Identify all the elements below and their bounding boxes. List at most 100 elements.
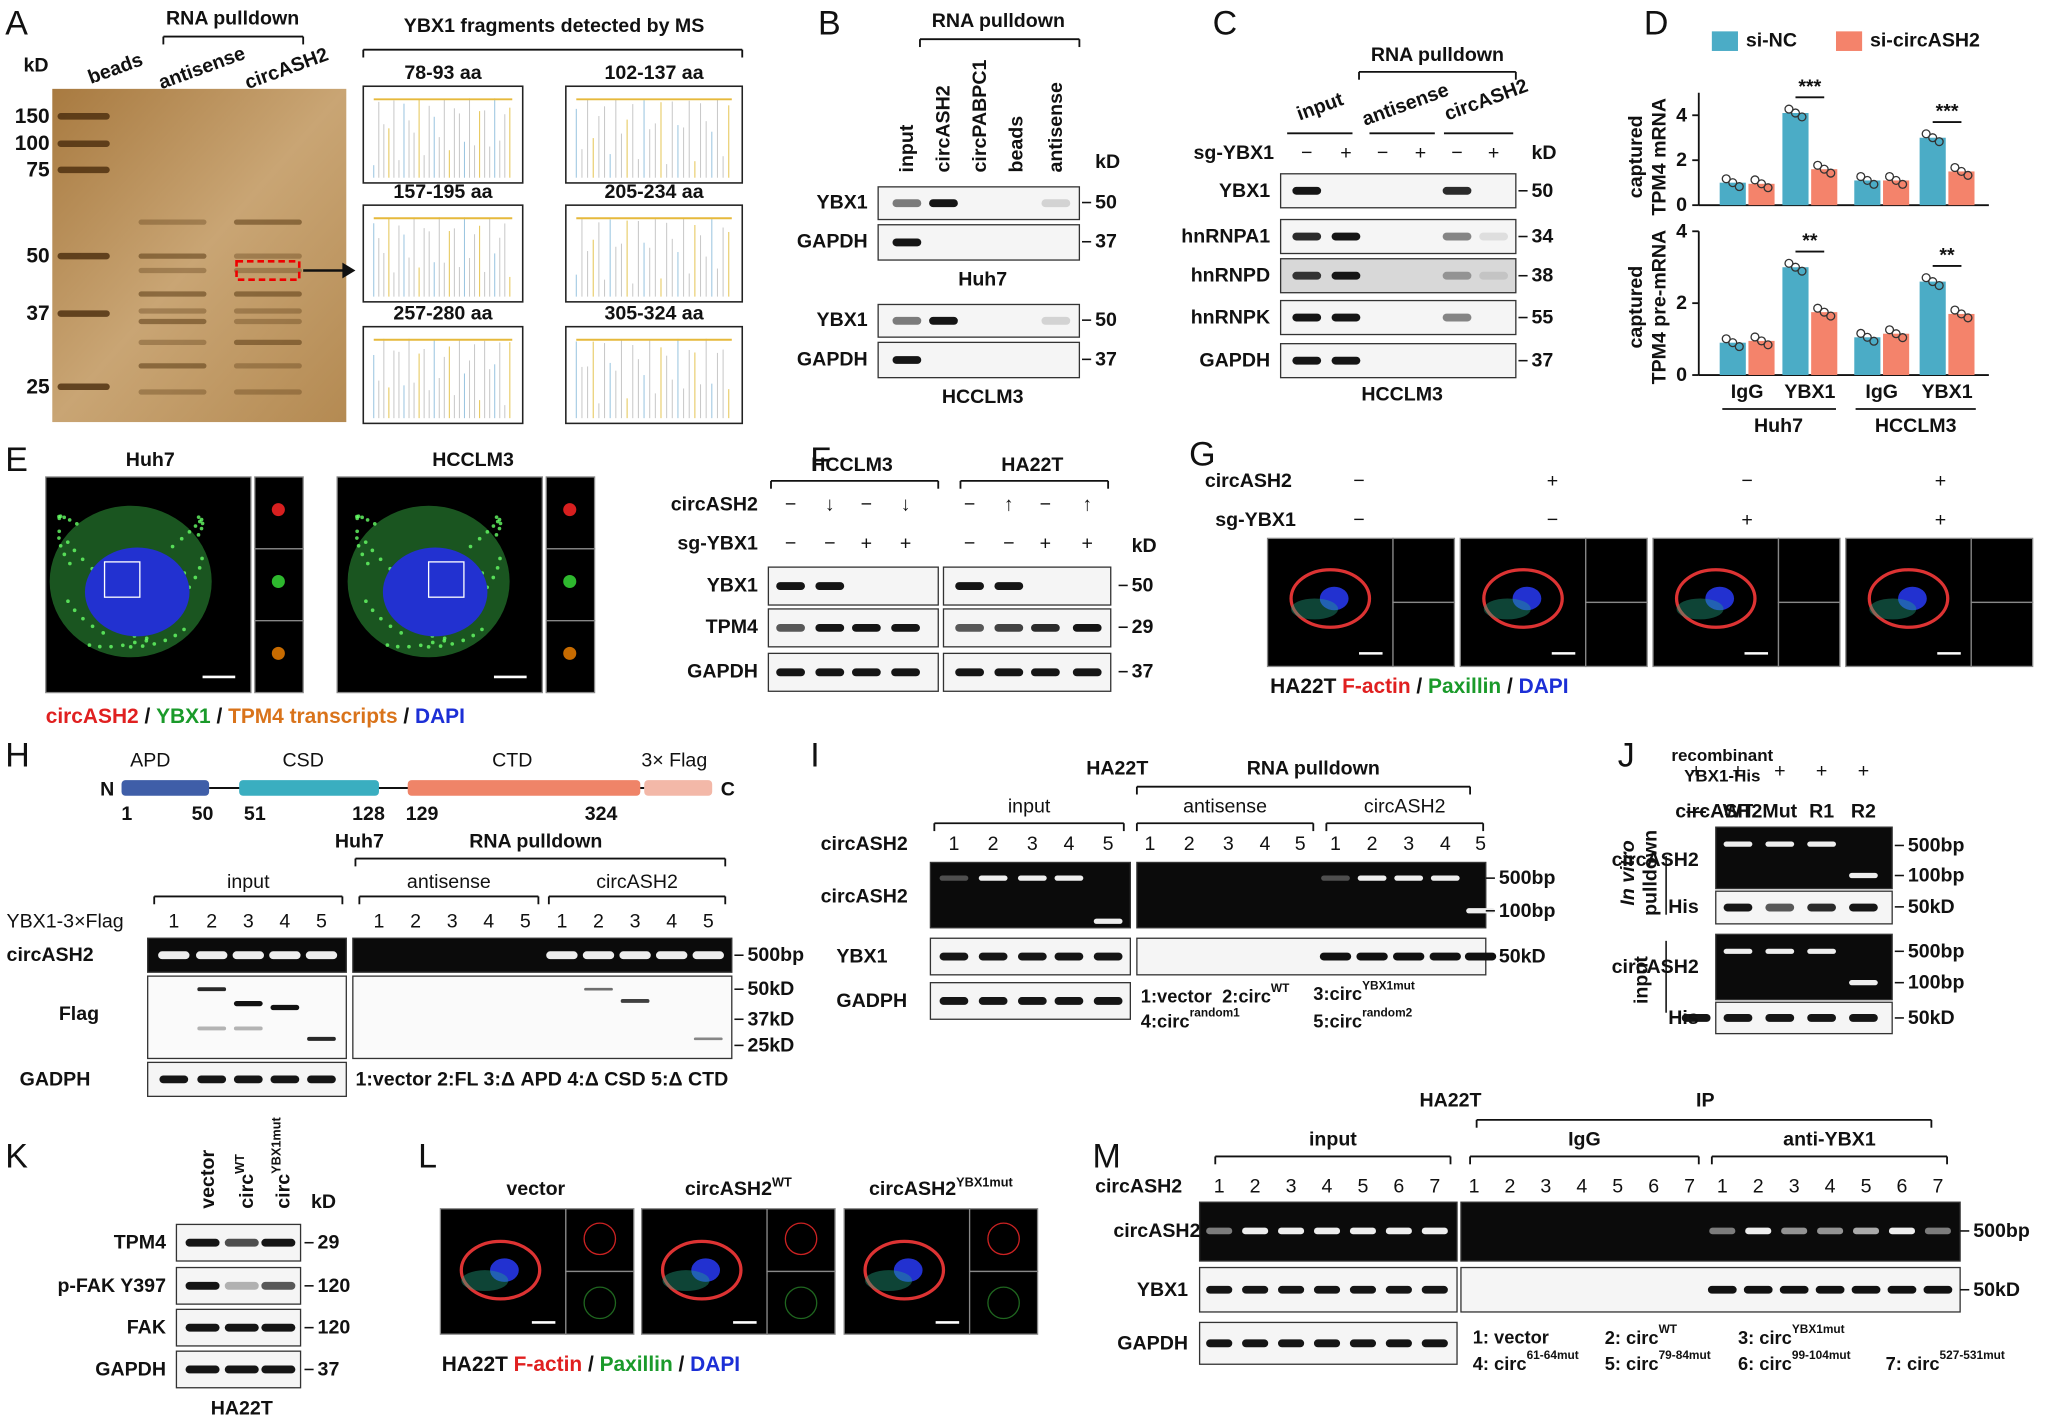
band [1278, 1285, 1305, 1294]
label: vector [197, 1150, 219, 1209]
cell [1289, 568, 1372, 629]
band [1849, 903, 1878, 912]
label: circASH2 [1205, 470, 1292, 492]
bar [1854, 337, 1881, 376]
speckle [62, 515, 67, 520]
superscript: WT [232, 1154, 247, 1174]
speckle [438, 644, 443, 648]
speckle [72, 608, 77, 613]
band [584, 987, 613, 991]
label: pulldown [1639, 830, 1661, 916]
band [185, 1238, 220, 1247]
nucleus [1319, 586, 1349, 611]
inset [1392, 601, 1456, 668]
speckle [58, 514, 63, 519]
label: 500bp [1499, 867, 1556, 889]
band [1765, 1014, 1795, 1022]
domain [407, 780, 641, 796]
signal [563, 646, 577, 660]
speckle [182, 627, 186, 632]
text-part: 2: circ [1605, 1326, 1659, 1347]
band [1313, 1227, 1341, 1235]
band [233, 363, 302, 369]
label: 100bp [1908, 972, 1965, 994]
label: 7: circ527-531mut [1886, 1348, 2005, 1373]
replicate-dot [1826, 168, 1836, 178]
signal [583, 1222, 617, 1256]
label: 4: circ61-64mut [1473, 1348, 1579, 1373]
label: input [1294, 88, 1347, 125]
label: 3: circYBX1mut [1738, 1322, 1845, 1347]
band [1093, 918, 1123, 924]
speckle [199, 526, 204, 531]
replicate-dot [1862, 175, 1872, 186]
label: TPM4 [706, 616, 758, 638]
speckle [388, 624, 393, 629]
band [233, 308, 302, 314]
speckle [179, 536, 184, 541]
bar [1782, 267, 1809, 376]
label: beads [85, 49, 146, 89]
label: Mut [1762, 800, 1797, 822]
speckle [193, 524, 198, 528]
band [159, 1075, 189, 1084]
label: 4 [1063, 833, 1074, 855]
label: 500bp [1908, 940, 1965, 962]
panel-letter: L [418, 1137, 437, 1175]
inset [1970, 601, 2034, 668]
label: 38 [1532, 265, 1554, 287]
speckle [170, 544, 175, 549]
label: 75 [26, 158, 50, 181]
label: p-FAK Y397 [57, 1275, 166, 1297]
speckle [360, 515, 364, 520]
gel [1715, 826, 1893, 890]
band [1707, 1285, 1737, 1294]
label: 5 [316, 910, 327, 932]
speckle [364, 599, 368, 604]
inset [766, 1208, 836, 1273]
caption-part: DAPI [690, 1353, 740, 1376]
label: HA22T [1419, 1089, 1481, 1111]
band [197, 987, 227, 992]
replicate-dot [1750, 175, 1760, 185]
band [1421, 1285, 1448, 1294]
nucleus [84, 547, 190, 637]
band [138, 308, 207, 314]
speckle [68, 561, 72, 566]
label: sg-YBX1 [1215, 509, 1296, 531]
inset [565, 1270, 635, 1335]
bar [1948, 171, 1975, 206]
band [815, 623, 845, 632]
label: circASH2 [1095, 1176, 1182, 1198]
speckle [395, 644, 400, 649]
label: 3 [630, 910, 641, 932]
label: 4 [1825, 1176, 1836, 1198]
label: 100bp [1908, 865, 1965, 887]
label: circASH2 [1675, 800, 1762, 822]
replicate-dot [1928, 133, 1938, 143]
label: 5 [1103, 833, 1114, 855]
speckle [65, 540, 70, 544]
band [815, 582, 845, 590]
label: 37 [26, 302, 49, 325]
band [1442, 186, 1472, 195]
label: 2 [1753, 1176, 1764, 1198]
band [138, 291, 207, 297]
label: + [1774, 760, 1785, 782]
label: ↓ [901, 493, 911, 515]
band [1887, 1285, 1917, 1294]
label: His [1668, 896, 1699, 918]
caption-part: HA22T [1270, 675, 1342, 698]
band [233, 219, 302, 225]
caption-part: / [673, 1353, 690, 1376]
band [1017, 997, 1047, 1005]
label: 7 [1429, 1176, 1440, 1198]
band [776, 582, 805, 590]
band [1479, 232, 1508, 241]
label: Huh7 [335, 831, 384, 853]
band [197, 1026, 227, 1031]
cell [1674, 568, 1757, 629]
label: + [1081, 533, 1092, 555]
band [994, 582, 1024, 590]
speckle [363, 540, 368, 544]
